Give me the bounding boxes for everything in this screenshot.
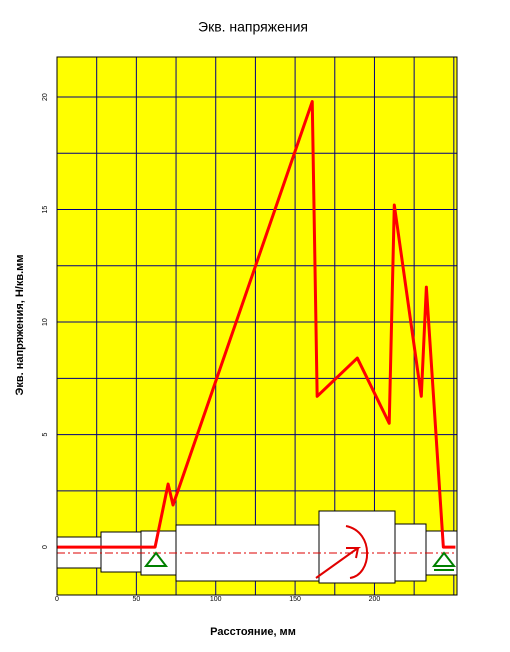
y-tick-label: 20 xyxy=(42,93,49,101)
y-tick-label: 15 xyxy=(42,206,49,214)
x-tick-label: 50 xyxy=(132,596,140,603)
shaft-section xyxy=(100,531,142,573)
support xyxy=(431,551,457,567)
torque-symbol xyxy=(315,525,369,579)
x-tick-label: 150 xyxy=(289,596,301,603)
x-tick-label: 200 xyxy=(369,596,381,603)
chart-title: Экв. напряжения xyxy=(198,19,308,35)
y-tick-label: 10 xyxy=(42,318,49,326)
plot-area xyxy=(57,57,457,595)
shaft-drawing xyxy=(56,510,458,584)
support xyxy=(143,551,169,567)
x-axis-title: Расстояние, мм xyxy=(210,626,296,638)
x-tick-label: 100 xyxy=(210,596,222,603)
y-tick-label: 0 xyxy=(42,545,49,549)
y-tick-label: 5 xyxy=(42,433,49,437)
y-axis-title: Экв. напряжения, Н/кв.мм xyxy=(14,255,26,396)
plot xyxy=(57,100,456,549)
x-tick-label: 0 xyxy=(55,596,59,603)
line xyxy=(57,100,456,549)
plot-frame xyxy=(56,56,458,596)
